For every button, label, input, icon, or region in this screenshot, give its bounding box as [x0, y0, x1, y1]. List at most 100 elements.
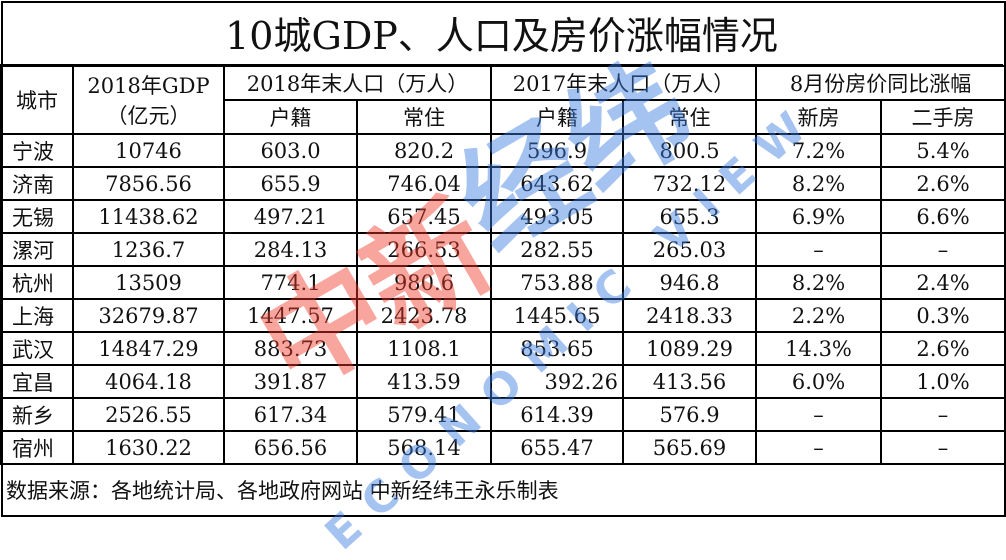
cell-c18: 657.45 [355, 199, 493, 234]
table-row: 漯河 1236.7 284.13 266.53 282.55 265.03– – [0, 232, 1006, 267]
table-row: 上海 32679.87 1447.57 2423.78 1445.65 2418.33 2.… [0, 298, 1006, 333]
cell-c18: 266.53 [355, 232, 493, 267]
cell-city: 上海 [0, 298, 74, 333]
cell-gdp: 1236.7 [72, 232, 225, 267]
cell-c18: 413.59 [355, 364, 493, 399]
cell-h17: 596.9 [490, 133, 625, 168]
cell-city: 宁波 [0, 133, 74, 168]
cell-h18: 1447.57 [223, 298, 358, 333]
cell-city: 新乡 [0, 397, 74, 432]
cell-c18: 2423.78 [355, 298, 493, 333]
cell-new: 8.2% [755, 166, 883, 201]
cell-new: – [755, 232, 883, 267]
cell-h18: 656.56 [223, 430, 358, 465]
cell-h17: 853.65 [490, 331, 625, 366]
cell-c17: 565.69 [622, 430, 758, 465]
cell-h17: 1445.65 [490, 298, 625, 333]
cell-h17: 392.26 [490, 364, 625, 399]
cell-second: 1.0% [880, 364, 1006, 399]
cell-h18: 497.21 [223, 199, 358, 234]
header-new-house: 新房 [755, 99, 883, 135]
header-pop-2017: 2017年末人口（万人） [490, 65, 758, 101]
header-row-1: 城市 2018年GDP （亿元） 2018年末人口（万人） 2017年末人口（万人… [0, 65, 1006, 135]
header-gdp-line2: （亿元） [106, 104, 191, 128]
cell-second: 0.3% [880, 298, 1006, 333]
cell-new: 2.2% [755, 298, 883, 333]
header-changzhu-2017: 常住 [622, 99, 758, 135]
cell-c18: 1108.1 [355, 331, 493, 366]
header-second-house: 二手房 [880, 99, 1006, 135]
cell-c18: 980.6 [355, 265, 493, 300]
cell-c18: 746.04 [355, 166, 493, 201]
cell-second: 2.6% [880, 166, 1006, 201]
header-gdp-line1: 2018年GDP [87, 74, 210, 98]
cell-gdp: 32679.87 [72, 298, 225, 333]
cell-h18: 655.9 [223, 166, 358, 201]
data-table: 城市 2018年GDP （亿元） 2018年末人口（万人） 2017年末人口（万人… [0, 65, 1006, 465]
cell-gdp: 1630.22 [72, 430, 225, 465]
cell-city: 宜昌 [0, 364, 74, 399]
cell-h18: 391.87 [223, 364, 358, 399]
cell-second: 6.6% [880, 199, 1006, 234]
table-row: 武汉 14847.29 883.73 1108.1 853.65 1089.29 14.3%… [0, 331, 1006, 366]
source-note: 数据来源：各地统计局、各地政府网站 中新经纬王永乐制表 [6, 479, 559, 503]
header-row-2: 户籍 常住 户籍 常住 新房 二手房 [1, 99, 1006, 135]
cell-gdp: 13509 [72, 265, 225, 300]
table-row: 宁波 10746 603.0 820.2 596.9 800.5 7.2% 5.4% [0, 133, 1006, 168]
cell-city: 宿州 [0, 430, 74, 465]
cell-c17: 576.9 [622, 397, 758, 432]
cell-city: 杭州 [0, 265, 74, 300]
table-row: 无锡 11438.62 497.21 657.45 493.05 655.3 6.9% 6.6… [0, 199, 1006, 234]
cell-gdp: 14847.29 [72, 331, 225, 366]
cell-c18: 579.41 [355, 397, 493, 432]
cell-h17: 655.47 [490, 430, 625, 465]
header-price-growth: 8月份房价同比涨幅 [755, 65, 1006, 101]
header-changzhu-2018: 常住 [355, 99, 493, 135]
table-row: 宜昌 4064.18 391.87 413.59 392.26 413.56 6.0% 1.0… [0, 364, 1006, 399]
cell-new: 6.0% [755, 364, 883, 399]
cell-h17: 493.05 [490, 199, 625, 234]
table-row: 杭州 13509 774.1 980.6 753.88 946.8 8.2% 2.4% [0, 265, 1006, 300]
cell-gdp: 2526.55 [72, 397, 225, 432]
cell-city: 济南 [0, 166, 74, 201]
cell-gdp: 11438.62 [72, 199, 225, 234]
cell-h17: 282.55 [490, 232, 625, 267]
cell-city: 无锡 [0, 199, 74, 234]
cell-new: – [755, 430, 883, 465]
cell-c17: 1089.29 [622, 331, 758, 366]
cell-city: 武汉 [0, 331, 74, 366]
table-row: 新乡 2526.55 617.34 579.41 614.39 576.9– – [0, 397, 1006, 432]
cell-h18: 603.0 [223, 133, 358, 168]
cell-new: 7.2% [755, 133, 883, 168]
cell-second: – [880, 430, 1006, 465]
cell-c17: 413.56 [622, 364, 758, 399]
cell-c17: 946.8 [622, 265, 758, 300]
header-huji-2018: 户籍 [223, 99, 358, 135]
cell-h18: 774.1 [223, 265, 358, 300]
cell-second: 2.6% [880, 331, 1006, 366]
cell-h18: 883.73 [223, 331, 358, 366]
cell-h17: 643.62 [490, 166, 625, 201]
header-gdp: 2018年GDP （亿元） [72, 65, 225, 135]
cell-second: 5.4% [880, 133, 1006, 168]
cell-h17: 614.39 [490, 397, 625, 432]
header-pop-2018: 2018年末人口（万人） [222, 65, 493, 101]
cell-new: 14.3% [755, 331, 883, 366]
cell-second: 2.4% [880, 265, 1006, 300]
cell-new: 6.9% [755, 199, 883, 234]
header-city: 城市 [0, 65, 74, 135]
cell-h18: 284.13 [223, 232, 358, 267]
cell-gdp: 10746 [72, 133, 225, 168]
cell-c17: 655.3 [622, 199, 758, 234]
cell-c17: 800.5 [622, 133, 758, 168]
cell-c17: 732.12 [622, 166, 758, 201]
cell-c18: 820.2 [355, 133, 493, 168]
cell-c17: 2418.33 [622, 298, 758, 333]
table-row: 济南 7856.56 655.9 746.04 643.62 732.12 8.2% 2.6% [0, 166, 1006, 201]
cell-second: – [880, 397, 1006, 432]
table-row: 宿州 1630.22 656.56 568.14 655.47 565.69– – [0, 430, 1006, 465]
cell-h17: 753.88 [490, 265, 625, 300]
cell-gdp: 7856.56 [72, 166, 225, 201]
page-title: 10城GDP、人口及房价涨幅情况 [0, 0, 1003, 66]
cell-gdp: 4064.18 [72, 364, 225, 399]
